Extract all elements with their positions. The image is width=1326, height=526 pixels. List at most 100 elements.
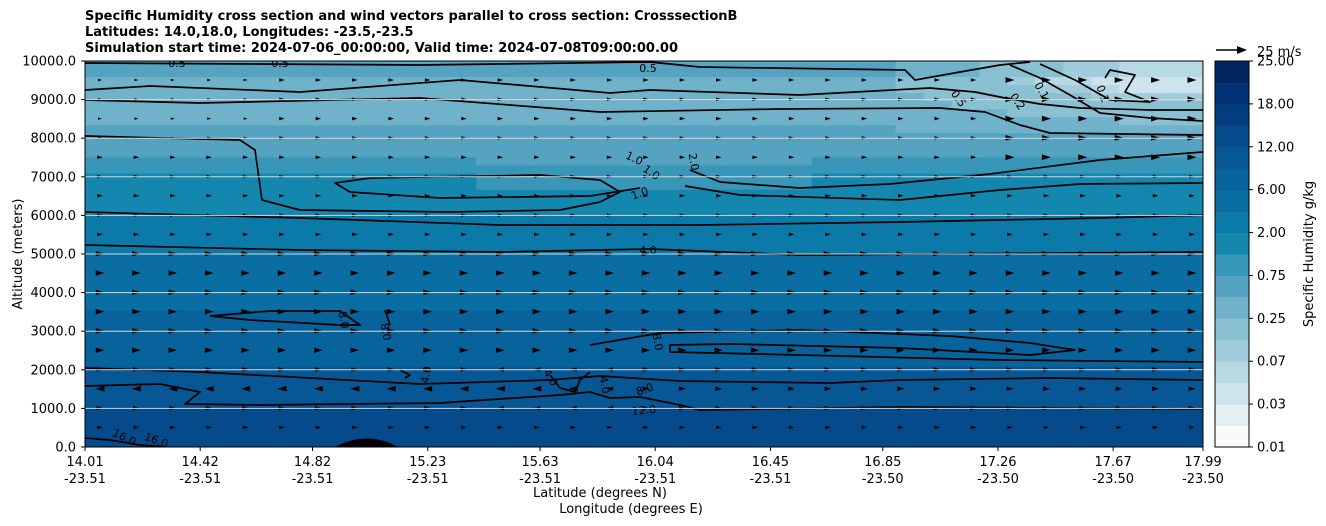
humidity-cell xyxy=(448,61,477,70)
wind-vector xyxy=(277,270,287,276)
humidity-cell xyxy=(979,438,1008,447)
humidity-cell xyxy=(168,157,198,167)
humidity-cell xyxy=(364,366,394,376)
humidity-cell xyxy=(867,390,897,400)
humidity-cell xyxy=(588,101,617,110)
humidity-cell xyxy=(699,366,729,376)
wind-vector xyxy=(459,270,469,276)
humidity-cell xyxy=(979,221,1008,231)
wind-vector xyxy=(424,425,431,430)
humidity-cell xyxy=(895,398,925,408)
humidity-cell xyxy=(1119,69,1148,78)
colorbar-tick-label: 0.03 xyxy=(1257,398,1286,413)
humidity-cell xyxy=(867,61,897,70)
colorbar-segment xyxy=(1215,146,1249,169)
wind-vector xyxy=(168,270,178,276)
humidity-cell xyxy=(671,254,701,263)
humidity-cell xyxy=(560,197,589,207)
wind-vector xyxy=(788,155,795,159)
humidity-cell xyxy=(532,197,561,207)
humidity-cell xyxy=(1007,197,1036,207)
humidity-cell xyxy=(699,398,729,408)
humidity-cell xyxy=(85,254,114,263)
humidity-cell xyxy=(616,189,645,199)
wind-vector xyxy=(350,308,360,315)
humidity-cell xyxy=(755,366,785,376)
wind-vector xyxy=(1114,77,1124,83)
wind-vector xyxy=(496,270,505,276)
humidity-cell xyxy=(1175,406,1203,416)
humidity-cell xyxy=(420,125,449,134)
humidity-cell xyxy=(420,318,449,327)
humidity-cell xyxy=(168,390,198,400)
humidity-cell xyxy=(783,374,813,384)
humidity-cell xyxy=(588,438,617,447)
humidity-cell xyxy=(224,109,254,118)
humidity-cell xyxy=(168,342,198,352)
humidity-cell xyxy=(1063,237,1092,247)
humidity-cell xyxy=(252,117,282,126)
humidity-cell xyxy=(1035,117,1064,126)
humidity-cell xyxy=(504,93,533,102)
humidity-cell xyxy=(755,294,785,303)
humidity-cell xyxy=(1063,318,1092,327)
humidity-cell xyxy=(112,197,142,207)
humidity-cell xyxy=(560,270,589,279)
humidity-cell xyxy=(140,406,170,416)
humidity-cell xyxy=(1035,398,1064,408)
humidity-cell xyxy=(616,125,645,134)
humidity-cell xyxy=(280,117,310,126)
humidity-cell xyxy=(448,245,477,255)
humidity-cell xyxy=(755,61,785,70)
wind-vector xyxy=(95,385,105,392)
humidity-cell xyxy=(923,278,953,287)
humidity-cell xyxy=(560,189,589,199)
humidity-cell xyxy=(364,69,394,78)
humidity-cell xyxy=(783,157,813,167)
humidity-cell xyxy=(280,189,310,199)
wind-vector xyxy=(933,386,941,392)
wind-vector xyxy=(97,194,103,198)
humidity-cell xyxy=(476,422,505,432)
humidity-cell xyxy=(1119,310,1148,319)
humidity-cell xyxy=(308,366,338,376)
humidity-cell xyxy=(252,141,282,151)
humidity-cell xyxy=(112,278,142,287)
wind-vector xyxy=(315,194,322,198)
colorbar-segment xyxy=(1215,318,1249,341)
humidity-cell xyxy=(224,173,254,183)
wind-vector xyxy=(714,347,724,353)
humidity-cell xyxy=(448,438,477,447)
humidity-cell xyxy=(224,254,254,263)
humidity-cell xyxy=(420,245,449,255)
wind-vector xyxy=(606,116,613,121)
humidity-cell xyxy=(923,93,953,102)
humidity-cell xyxy=(951,181,980,191)
humidity-cell xyxy=(1175,254,1203,263)
humidity-cell xyxy=(867,350,897,360)
wind-vector xyxy=(606,194,613,198)
humidity-cell xyxy=(112,117,142,126)
humidity-cell xyxy=(588,117,617,126)
humidity-cell xyxy=(532,109,561,118)
humidity-cell xyxy=(1175,294,1203,303)
humidity-cell xyxy=(1147,318,1176,327)
humidity-cell xyxy=(979,318,1008,327)
humidity-cell xyxy=(951,245,980,255)
humidity-cell xyxy=(308,350,338,360)
humidity-cell xyxy=(112,213,142,223)
humidity-cell xyxy=(392,109,421,118)
humidity-cell xyxy=(895,286,925,295)
y-axis-label: Altitude (meters) xyxy=(11,199,26,310)
humidity-cell xyxy=(671,237,701,247)
humidity-cell xyxy=(1147,213,1176,223)
humidity-cell xyxy=(224,117,254,126)
humidity-cell xyxy=(1007,237,1036,247)
humidity-cell xyxy=(308,109,338,118)
humidity-cell xyxy=(1175,61,1203,70)
wind-vector xyxy=(242,155,249,159)
humidity-cell xyxy=(392,69,421,78)
humidity-cell xyxy=(252,342,282,352)
humidity-cell xyxy=(364,414,394,424)
humidity-cell xyxy=(895,205,925,215)
